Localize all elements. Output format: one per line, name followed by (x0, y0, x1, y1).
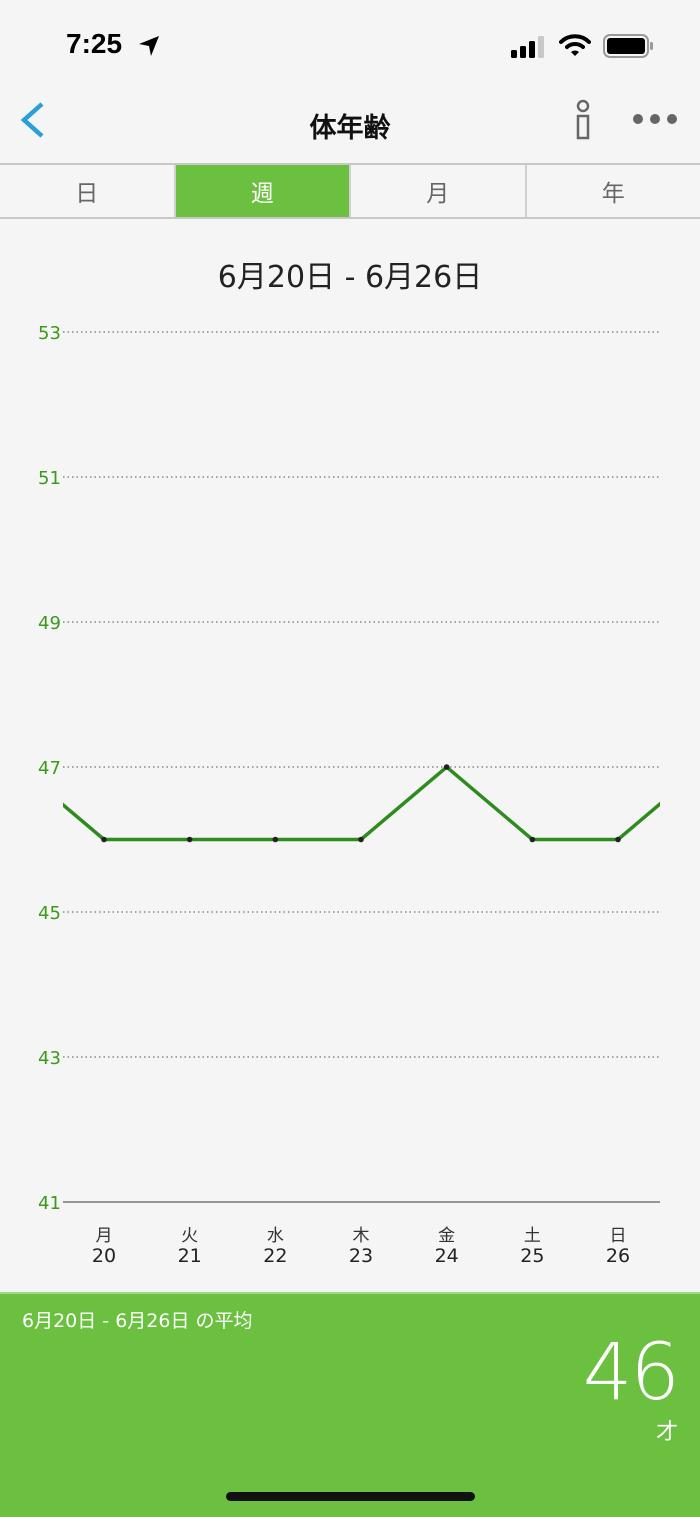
x-tick-day: 26 (606, 1245, 630, 1267)
data-point (273, 837, 279, 843)
x-tick-weekday: 木 (353, 1226, 370, 1246)
y-tick-label: 49 (38, 613, 61, 634)
x-tick-weekday: 土 (524, 1226, 541, 1246)
x-tick-day: 25 (520, 1245, 544, 1267)
x-tick-day: 22 (263, 1245, 287, 1267)
y-tick-label: 47 (38, 758, 61, 779)
data-point (187, 837, 193, 843)
x-tick-weekday: 日 (610, 1226, 627, 1246)
data-point (530, 837, 536, 843)
y-tick-label: 53 (38, 323, 61, 344)
x-tick-weekday: 月 (96, 1226, 113, 1246)
average-unit: 才 (656, 1414, 678, 1446)
y-tick-label: 43 (38, 1048, 61, 1069)
home-indicator (226, 1492, 475, 1501)
x-tick-day: 21 (178, 1245, 202, 1267)
x-tick-day: 20 (92, 1245, 116, 1267)
data-point (615, 837, 621, 843)
body-age-chart: 53 51 49 47 45 43 41 月20 火21 水22 木23 金24 土25 日26 (0, 0, 700, 1290)
data-point (101, 837, 107, 843)
y-tick-label: 51 (38, 468, 61, 489)
x-tick-weekday: 火 (181, 1226, 198, 1246)
data-point (358, 837, 364, 843)
x-tick-weekday: 金 (438, 1226, 455, 1246)
x-tick-weekday: 水 (267, 1226, 284, 1246)
y-tick-label: 45 (38, 903, 61, 924)
x-tick-day: 24 (435, 1245, 459, 1267)
y-tick-label: 41 (38, 1193, 61, 1214)
average-label: 6月20日 - 6月26日 の平均 (22, 1306, 253, 1333)
data-point (444, 764, 450, 770)
x-tick-day: 23 (349, 1245, 373, 1267)
average-value: 46 (583, 1328, 678, 1418)
series-line (18, 767, 700, 840)
